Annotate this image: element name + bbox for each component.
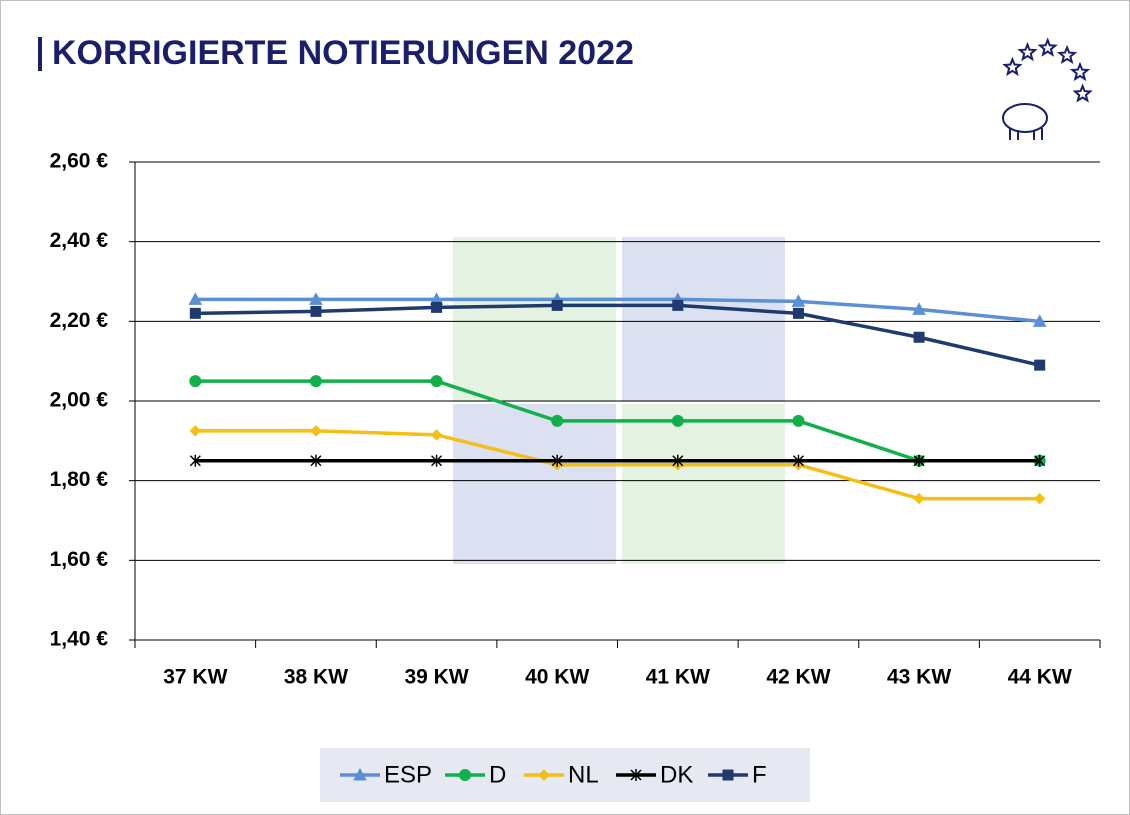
y-tick-label: 1,80 €: [50, 468, 109, 491]
marker: [353, 767, 367, 781]
x-tick-label: 42 KW: [766, 666, 830, 689]
marker: [1033, 492, 1046, 505]
logo: [1002, 103, 1048, 140]
logo-star: [1072, 83, 1093, 103]
x-tick-label: 43 KW: [887, 666, 951, 689]
marker: [792, 307, 804, 319]
marker: [1032, 314, 1047, 327]
marker: [310, 425, 322, 437]
series-line: [195, 429, 1040, 501]
legend-label: NL: [568, 761, 599, 788]
marker: [188, 292, 203, 305]
marker: [430, 429, 443, 441]
marker: [430, 375, 443, 388]
marker: [310, 305, 322, 317]
title-bar: [38, 37, 42, 71]
y-tick-label: 1,60 €: [50, 548, 109, 571]
legend-label: DK: [660, 761, 693, 788]
legend-label: D: [489, 761, 506, 788]
marker: [189, 425, 202, 437]
y-tick-label: 1,40 €: [50, 628, 109, 651]
marker: [630, 769, 642, 781]
marker: [189, 375, 202, 388]
marker: [309, 375, 322, 388]
marker: [913, 454, 925, 467]
y-tick-label: 2,40 €: [50, 229, 109, 252]
watermark: [453, 237, 785, 564]
series-line: [195, 303, 1041, 367]
y-tick-label: 2,00 €: [50, 389, 109, 412]
marker: [791, 294, 806, 307]
marker: [671, 414, 684, 427]
marker: [792, 414, 805, 427]
logo-star: [1056, 44, 1078, 65]
x-tick-label: 40 KW: [525, 666, 589, 689]
marker: [722, 769, 734, 781]
marker: [189, 307, 201, 319]
marker: [310, 454, 322, 467]
marker: [189, 454, 201, 467]
marker: [431, 454, 443, 467]
marker: [459, 769, 471, 781]
marker: [672, 454, 684, 467]
marker: [1034, 359, 1046, 371]
y-tick-label: 2,60 €: [50, 150, 109, 173]
marker: [913, 331, 925, 343]
marker: [309, 292, 323, 305]
x-tick-label: 37 KW: [163, 666, 227, 689]
logo-star: [1037, 37, 1058, 57]
logo-star: [1069, 61, 1091, 82]
marker: [538, 769, 550, 781]
marker: [1034, 454, 1046, 467]
x-tick-label: 38 KW: [284, 666, 348, 689]
marker: [792, 454, 804, 467]
marker: [672, 299, 684, 311]
chart-title: KORRIGIERTE NOTIERUNGEN 2022: [52, 34, 634, 72]
x-tick-label: 41 KW: [646, 666, 710, 689]
y-tick-label: 2,20 €: [50, 309, 109, 332]
marker: [431, 301, 443, 313]
marker: [913, 492, 925, 505]
marker: [551, 299, 563, 311]
marker: [912, 302, 926, 315]
logo-star: [1002, 56, 1023, 77]
series-line: [195, 297, 1040, 324]
marker: [551, 414, 564, 427]
x-tick-label: 44 KW: [1008, 666, 1072, 689]
logo-star: [1017, 41, 1038, 62]
x-tick-label: 39 KW: [404, 666, 468, 689]
legend-label: F: [752, 761, 767, 788]
legend-label: ESP: [384, 761, 432, 788]
marker: [551, 454, 563, 467]
series-line: [195, 379, 1040, 463]
